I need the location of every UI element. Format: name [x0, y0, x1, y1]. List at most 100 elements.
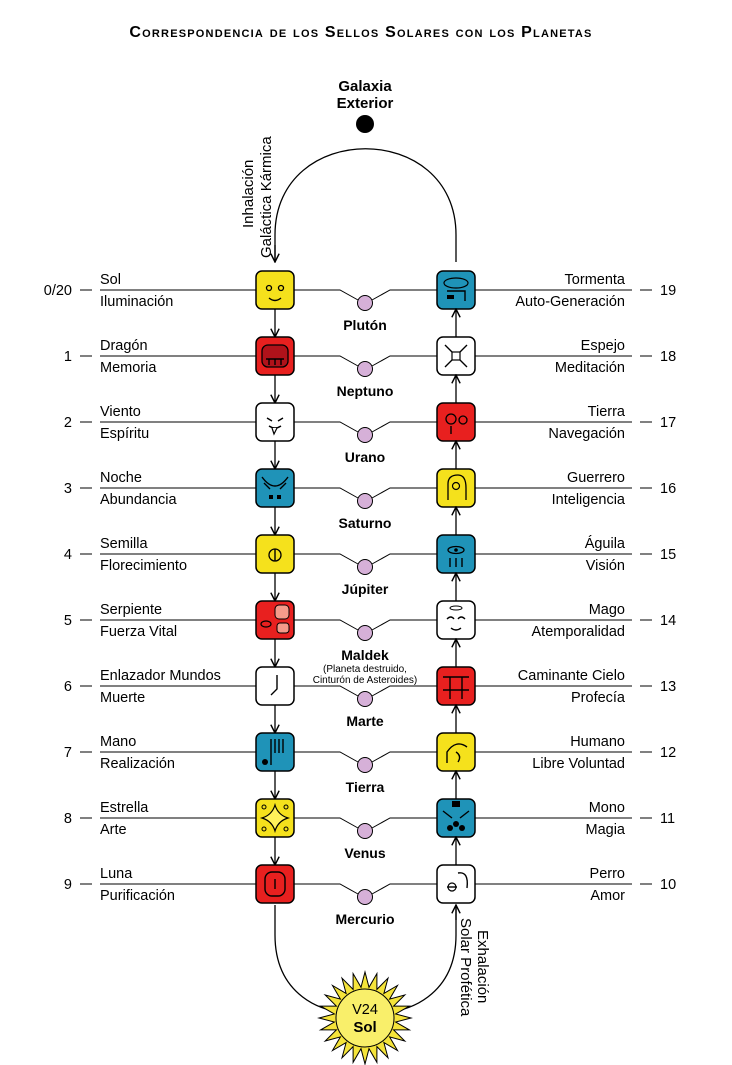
seal-number-right: 11 [660, 811, 675, 827]
planet-name: Marte [346, 713, 384, 729]
seal-name-left: Dragón [100, 338, 148, 354]
seal-power-right: Meditación [555, 360, 625, 376]
seal-power-left: Abundancia [100, 492, 178, 508]
planet-connector-left [294, 553, 359, 565]
planet-dot [357, 493, 373, 509]
seal-row: Saturno 3 16 Noche Abundancia Guerrero Intelig… [64, 468, 676, 535]
seal-name-right: Tormenta [565, 272, 626, 288]
seal-name-left: Semilla [100, 536, 148, 552]
seal-name-right: Humano [570, 734, 625, 750]
warrior-seal-icon [436, 468, 476, 508]
inhalacion-line2: Galáctica Kármica [258, 136, 275, 258]
planet-connector-right [371, 421, 437, 433]
seal-number-left: 1 [64, 349, 72, 365]
seal-row: Tierra 7 12 Mano Realización Humano Libre Volu… [64, 732, 676, 799]
planet-name: Maldek [341, 647, 389, 663]
planet-connector-right [371, 553, 437, 565]
planet-name: Plutón [343, 317, 387, 333]
seal-number-left: 9 [64, 877, 72, 893]
seal-row: Neptuno 1 18 Dragón Memoria Espejo Meditación [64, 336, 676, 403]
bottom-arch-left [274, 905, 331, 1011]
seal-name-right: Mago [589, 602, 625, 618]
planet-connector-right [371, 883, 437, 895]
planet-name: Venus [344, 845, 385, 861]
planet-dot [357, 559, 373, 575]
sun-seal-icon [255, 270, 295, 310]
maldek-note-line2: Cinturón de Asteroides) [313, 675, 418, 686]
seal-number-right: 10 [660, 877, 676, 893]
monkey-seal-icon [436, 798, 476, 838]
seal-name-right: Espejo [581, 338, 625, 354]
planet-connector-left [294, 289, 359, 301]
seal-name-left: Luna [100, 866, 133, 882]
earth-seal-icon [436, 402, 476, 442]
planet-connector-left [294, 355, 359, 367]
seal-power-left: Espíritu [100, 426, 149, 442]
planet-dot [357, 889, 373, 905]
seal-number-right: 15 [660, 547, 676, 563]
planet-connector-left [294, 685, 359, 697]
seal-power-left: Purificación [100, 888, 175, 904]
planet-name: Saturno [339, 515, 392, 531]
seal-name-right: Guerrero [567, 470, 625, 486]
planet-connector-left [294, 619, 359, 631]
sun-icon [317, 970, 413, 1065]
seal-number-right: 16 [660, 481, 676, 497]
seal-name-left: Serpiente [100, 602, 162, 618]
storm-seal-icon [436, 270, 476, 310]
seal-power-right: Magia [586, 822, 626, 838]
seal-name-left: Enlazador Mundos [100, 668, 221, 684]
seal-name-right: Caminante Cielo [518, 668, 625, 684]
planet-name: Tierra [346, 779, 385, 795]
planet-connector-left [294, 751, 359, 763]
galaxia-label-line1: Galaxia [338, 78, 392, 95]
seal-power-left: Muerte [100, 690, 145, 706]
hand-seal-icon [255, 732, 295, 772]
seal-name-left: Viento [100, 404, 141, 420]
wind-seal-icon [255, 402, 295, 442]
eagle-seal-icon [436, 534, 476, 574]
planet-connector-left [294, 817, 359, 829]
planet-connector-right [371, 685, 437, 697]
seal-row: Urano 2 17 Viento Espíritu Tierra Navegación [64, 402, 676, 469]
planet-connector-right [371, 289, 437, 301]
seal-number-right: 12 [660, 745, 676, 761]
wizard-seal-icon [436, 600, 476, 640]
dog-seal-icon [436, 864, 476, 904]
seal-number-right: 19 [660, 283, 676, 299]
night-seal-icon [255, 468, 295, 508]
seal-power-left: Iluminación [100, 294, 173, 310]
seal-power-right: Amor [590, 888, 625, 904]
seal-number-left: 3 [64, 481, 72, 497]
seal-row: Júpiter 4 15 Semilla Florecimiento Águila Visi… [64, 534, 676, 601]
planet-connector-right [371, 751, 437, 763]
seal-number-left: 2 [64, 415, 72, 431]
seal-power-right: Inteligencia [552, 492, 626, 508]
seal-power-right: Profecía [571, 690, 626, 706]
worldbridger-seal-icon [255, 666, 295, 706]
seal-row: Plutón 0/20 19 Sol Iluminación Tormenta Auto-G… [44, 270, 676, 337]
seal-power-left: Fuerza Vital [100, 624, 177, 640]
planet-connector-right [371, 619, 437, 631]
seal-name-left: Noche [100, 470, 142, 486]
seal-number-right: 17 [660, 415, 676, 431]
seal-number-left: 7 [64, 745, 72, 761]
planet-connector-right [371, 487, 437, 499]
planet-dot [357, 757, 373, 773]
planet-name: Urano [345, 449, 385, 465]
serpent-seal-icon [255, 600, 295, 640]
seal-power-left: Florecimiento [100, 558, 187, 574]
sun-label-line2: Sol [353, 1019, 376, 1036]
seal-power-left: Arte [100, 822, 127, 838]
seal-row: Venus 8 11 Estrella Arte Mono Magia [64, 798, 675, 865]
seal-name-left: Sol [100, 272, 121, 288]
moon-seal-icon [255, 864, 295, 904]
planet-dot [357, 427, 373, 443]
seal-name-left: Mano [100, 734, 136, 750]
seal-number-left: 6 [64, 679, 72, 695]
seal-name-left: Estrella [100, 800, 149, 816]
exhalacion-line2: Solar Profética [457, 918, 474, 1017]
planet-dot [357, 361, 373, 377]
seal-row: Maldek 5 14 Serpiente Fuerza Vital Mago Atempo… [64, 600, 676, 667]
